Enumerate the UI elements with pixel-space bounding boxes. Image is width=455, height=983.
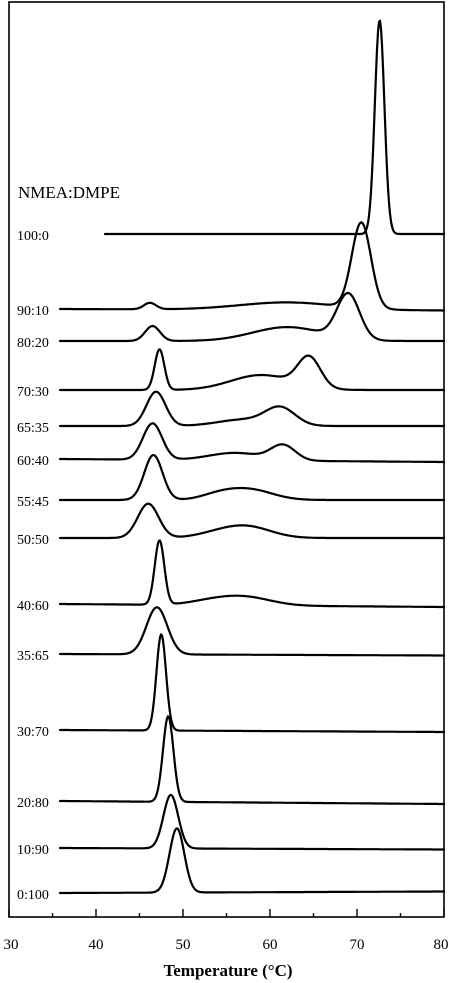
series-label-70-30: 70:30: [17, 385, 49, 400]
thermogram-curve-100-0: [103, 19, 446, 236]
thermogram-curve-10-90: [58, 793, 446, 851]
x-tick-label-80: 80: [434, 937, 449, 953]
series-label-20-80: 20:80: [17, 796, 49, 811]
series-label-60-40: 60:40: [17, 454, 49, 469]
series-label-0-100: 0:100: [17, 888, 49, 903]
thermogram-curve-65-35: [58, 390, 446, 428]
series-label-40-60: 40:60: [17, 599, 49, 614]
thermogram-curve-55-45: [58, 454, 446, 502]
thermogram-curve-50-50: [58, 502, 446, 540]
x-tick-label-70: 70: [350, 937, 365, 953]
row-labels-group: 100:0 90:10 80:20 70:30 65:35 60:40 55:45 50:50…: [17, 229, 49, 903]
series-label-80-20: 80:20: [17, 336, 49, 351]
thermogram-curve-70-30: [58, 348, 446, 392]
series-label-55-45: 55:45: [17, 495, 49, 510]
thermogram-curve-20-80: [58, 715, 446, 806]
thermogram-curve-30-70: [58, 633, 446, 734]
thermogram-curve-60-40: [58, 422, 446, 464]
thermogram-curve-80-20: [58, 291, 446, 343]
thermogram-curve-35-65: [58, 606, 446, 657]
series-label-90-10: 90:10: [17, 304, 49, 319]
x-tick-label-40: 40: [89, 937, 104, 953]
thermogram-curve-0-100: [58, 827, 446, 895]
thermogram-curve-90-10: [58, 221, 446, 312]
series-label-100-0: 100:0: [17, 229, 49, 244]
x-axis-ticks: 30 40 50 60 70 80: [4, 909, 449, 953]
curves-group: [58, 19, 446, 895]
x-axis-label: Temperature (°C): [163, 961, 292, 980]
series-label-65-35: 65:35: [17, 421, 49, 436]
series-label-50-50: 50:50: [17, 533, 49, 548]
series-label-10-90: 10:90: [17, 843, 49, 858]
series-label-30-70: 30:70: [17, 725, 49, 740]
legend-title: NMEA:DMPE: [18, 183, 120, 202]
x-tick-label-30: 30: [4, 937, 19, 953]
series-label-35-65: 35:65: [17, 649, 49, 664]
thermogram-curve-40-60: [58, 539, 446, 609]
x-tick-label-50: 50: [176, 937, 191, 953]
x-tick-label-60: 60: [263, 937, 278, 953]
